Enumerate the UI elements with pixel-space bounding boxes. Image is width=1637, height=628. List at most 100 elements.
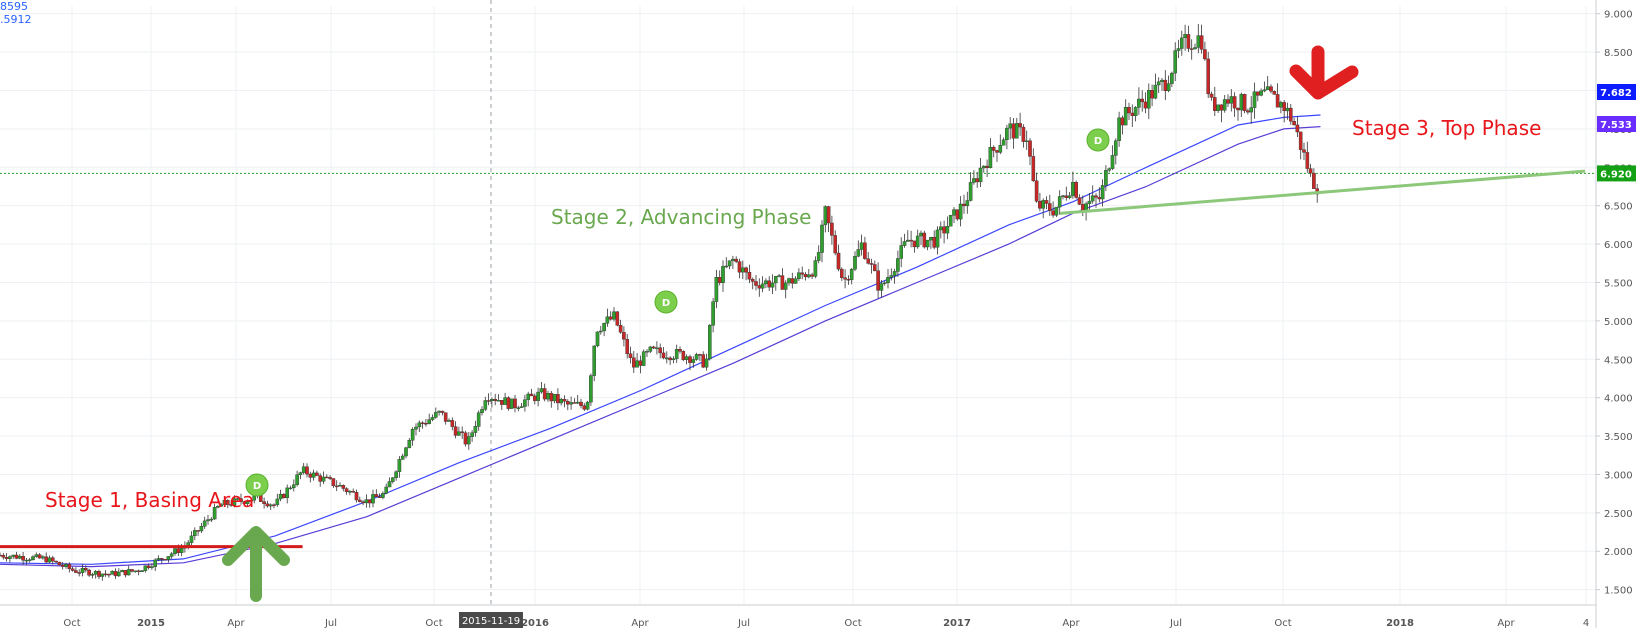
candle-body (892, 271, 897, 276)
candle-body (404, 447, 408, 457)
candle-body (651, 346, 656, 349)
candle-body (1282, 102, 1286, 112)
candle-body (526, 393, 530, 401)
candle-body (948, 214, 953, 227)
candle-body (721, 266, 725, 283)
candle-body (529, 393, 534, 397)
candle-body (1123, 106, 1128, 126)
candle-body (97, 571, 101, 577)
candle-body (341, 485, 346, 489)
candle-body (318, 475, 323, 482)
candle-body (64, 564, 68, 567)
candle-body (1312, 172, 1316, 189)
candle-body (169, 553, 174, 557)
candle-body (754, 281, 758, 286)
y-tick-label: 8.500 (1604, 48, 1633, 59)
candle-body (153, 559, 158, 568)
cursor-date-label: 2015-11-19 (462, 616, 520, 627)
candle-body (978, 167, 983, 183)
candle-body (605, 316, 610, 324)
candle-body (420, 422, 425, 424)
candle-body (939, 226, 943, 231)
candle-body (427, 419, 432, 424)
candle-body (1146, 89, 1151, 109)
y-tick-label: 5.500 (1604, 278, 1633, 289)
candle-body (159, 558, 164, 560)
candle-body (77, 572, 81, 574)
candle-body (434, 412, 438, 418)
y-tick-label: 3.500 (1604, 432, 1633, 443)
candle-body (523, 399, 527, 407)
candle-body (1232, 96, 1237, 109)
candle-body (400, 455, 405, 460)
candle-body (150, 566, 154, 568)
candle-body (358, 499, 362, 502)
candle-body (275, 498, 280, 505)
candle-body (1041, 200, 1045, 209)
y-tick-label: 1.500 (1604, 586, 1633, 597)
candle-body (882, 282, 887, 284)
candle-body (70, 568, 75, 571)
candle-body (744, 267, 748, 273)
candle-body (113, 571, 118, 577)
candle-body (1285, 107, 1290, 112)
candle-body (298, 472, 303, 476)
candle-body (173, 548, 177, 554)
candle-body (863, 242, 867, 259)
candle-body (582, 405, 587, 410)
candle-body (1113, 140, 1118, 156)
candle-body (1222, 99, 1227, 111)
candle-body (1239, 94, 1244, 111)
x-tick-label: Apr (1062, 618, 1080, 628)
price-label: 7.533 (1600, 120, 1632, 131)
candle-body (338, 485, 342, 487)
candle-body (1199, 35, 1204, 50)
candle-body (1137, 98, 1141, 108)
candle-body (500, 400, 504, 405)
candle-body (268, 504, 273, 507)
candle-body (348, 491, 352, 493)
candle-body (635, 360, 639, 368)
candle-body (813, 260, 818, 277)
price-label-box (1597, 84, 1636, 100)
candle-body (688, 356, 692, 363)
candle-body (232, 498, 237, 506)
price-label-box (1597, 116, 1636, 132)
candle-body (1170, 72, 1174, 84)
candle-body (764, 280, 768, 285)
candle-body (1272, 91, 1277, 95)
candle-body (1255, 91, 1260, 96)
candle-body (787, 278, 791, 284)
dividend-badge (245, 473, 269, 497)
x-tick-label: Apr (1497, 618, 1515, 628)
y-tick-label: 6.000 (1604, 240, 1633, 251)
candle-body (823, 206, 828, 226)
candle-body (11, 554, 16, 557)
candle-body (965, 200, 970, 207)
candle-body (542, 388, 547, 400)
candle-body (384, 486, 389, 494)
candle-body (585, 401, 590, 410)
candle-body (272, 504, 276, 506)
candle-body (1269, 86, 1273, 92)
candle-body (80, 568, 85, 573)
candle-body (942, 226, 946, 234)
candle-body (774, 276, 778, 284)
candle-body (490, 399, 494, 401)
candle-body (830, 222, 834, 236)
candle-body (1061, 195, 1065, 197)
y-tick-label: 6.500 (1604, 202, 1633, 213)
x-tick-label: Apr (227, 618, 245, 628)
dividend-badge (1086, 128, 1110, 152)
candle-body (846, 279, 851, 281)
candle-body (1044, 200, 1049, 204)
candle-body (724, 265, 729, 268)
candle-body (1193, 47, 1197, 50)
candle-body (589, 375, 593, 403)
candle-body (665, 357, 669, 360)
candle-body (958, 203, 963, 220)
candle-body (1021, 126, 1026, 142)
candle-body (179, 548, 184, 553)
